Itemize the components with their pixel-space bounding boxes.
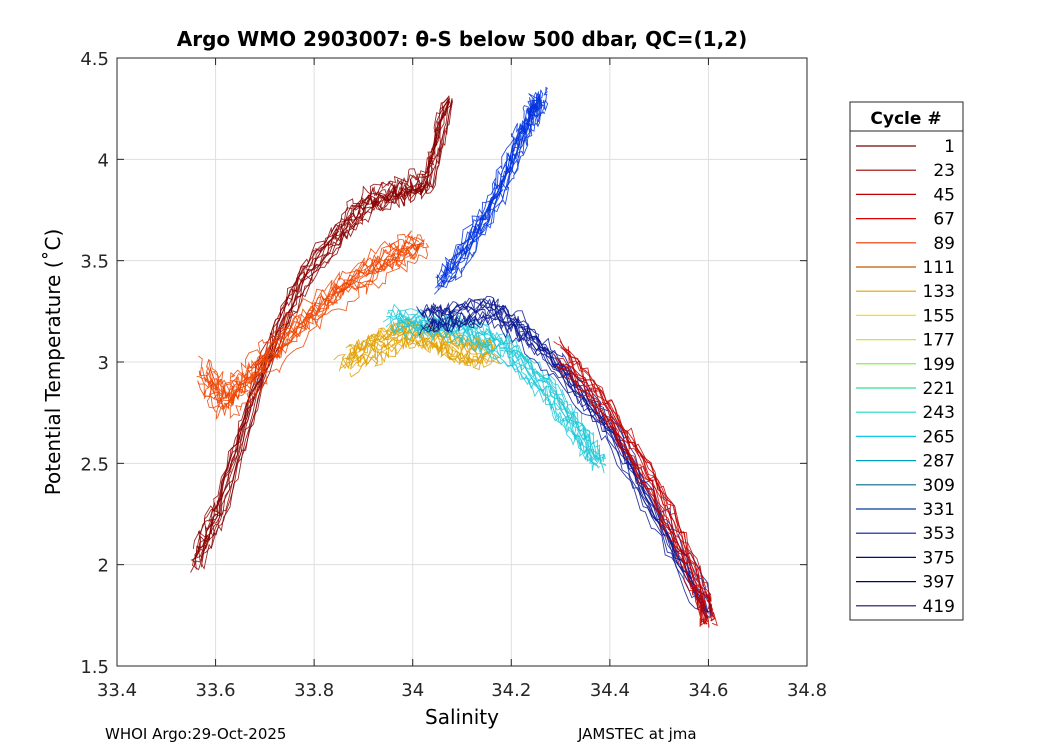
series-line <box>440 92 541 288</box>
legend-entry-label: 265 <box>923 427 955 447</box>
series-group <box>196 230 430 421</box>
x-tick-label: 33.8 <box>294 680 334 701</box>
series-line <box>421 295 709 613</box>
legend-entry-label: 243 <box>923 403 955 423</box>
series-line <box>201 101 453 570</box>
legend-entry-label: 89 <box>933 234 955 254</box>
series-line <box>198 230 420 394</box>
series-line <box>197 247 420 421</box>
legend: Cycle # 1 23 45 67 89 111 133 155 177 199 221 243 26… <box>849 101 964 621</box>
legend-entry-label: 23 <box>933 161 955 181</box>
series-line <box>204 245 423 416</box>
series-group <box>553 336 718 628</box>
legend-entry-label: 221 <box>923 379 955 399</box>
x-tick-label: 34.8 <box>787 680 827 701</box>
series-line <box>435 93 538 279</box>
legend-title: Cycle # <box>870 109 941 129</box>
legend-entry-label: 309 <box>923 476 955 496</box>
series-line <box>440 100 541 288</box>
series-line <box>562 363 710 628</box>
series-group <box>190 95 453 573</box>
series-line <box>553 341 706 618</box>
y-tick-label: 4.5 <box>80 49 109 70</box>
series-line <box>193 98 451 566</box>
chart-title: Argo WMO 2903007: θ-S below 500 dbar, QC… <box>177 27 747 51</box>
series-line <box>421 298 709 614</box>
legend-entry-label: 199 <box>923 355 955 375</box>
series-line <box>447 99 549 283</box>
series-line <box>567 346 714 621</box>
series-group <box>433 86 549 295</box>
profile-traces <box>190 86 718 628</box>
series-line <box>558 360 708 625</box>
y-tick-label: 1.5 <box>80 657 109 678</box>
series-line <box>190 100 450 573</box>
series-line <box>416 297 707 614</box>
legend-entry-label: 133 <box>923 282 955 302</box>
x-tick-label: 34 <box>401 680 424 701</box>
x-tick-label: 34.4 <box>590 680 630 701</box>
series-line <box>194 96 450 560</box>
axis-ticks: 33.4 33.6 33.8 34 34.2 34.4 34.6 34.8 1.5 2 2.5 3 3.… <box>80 49 827 701</box>
series-line <box>205 241 423 403</box>
series-line <box>385 317 598 465</box>
legend-entry-label: 287 <box>923 452 955 472</box>
legend-entry-label: 353 <box>923 524 955 544</box>
y-axis-label: Potential Temperature (˚C) <box>41 229 65 496</box>
series-line <box>553 354 707 627</box>
y-tick-label: 2.5 <box>80 454 109 475</box>
x-tick-label: 34.6 <box>688 680 728 701</box>
legend-entry-label: 375 <box>923 548 955 568</box>
legend-entry-label: 331 <box>923 500 955 520</box>
x-tick-label: 33.4 <box>97 680 137 701</box>
legend-entry-label: 111 <box>923 258 955 278</box>
legend-entry-label: 419 <box>923 597 955 617</box>
legend-entries: 1 23 45 67 89 111 133 155 177 199 221 243 265 287 309 3… <box>856 137 955 617</box>
x-tick-label: 33.6 <box>196 680 236 701</box>
series-line <box>396 321 605 474</box>
legend-entry-label: 397 <box>923 573 955 593</box>
series-line <box>192 101 451 571</box>
legend-entry-label: 177 <box>923 331 955 351</box>
series-line <box>382 315 597 465</box>
footer-source-date: WHOI Argo:29-Oct-2025 <box>105 725 287 743</box>
legend-entry-label: 67 <box>933 210 955 230</box>
series-line <box>424 309 710 619</box>
y-tick-label: 4 <box>98 150 109 171</box>
series-line <box>436 98 539 291</box>
series-group <box>416 295 713 619</box>
y-tick-label: 3.5 <box>80 252 109 273</box>
series-line <box>201 244 422 403</box>
series-line <box>386 303 599 461</box>
x-tick-label: 34.2 <box>491 680 531 701</box>
series-line <box>428 298 713 613</box>
y-tick-label: 3 <box>98 353 109 374</box>
series-line <box>429 313 712 617</box>
legend-entry-label: 1 <box>944 137 955 157</box>
series-line <box>349 339 500 378</box>
x-axis-label: Salinity <box>425 705 499 729</box>
series-line <box>420 310 709 617</box>
legend-entry-label: 45 <box>933 185 955 205</box>
footer-attribution: JAMSTEC at jma <box>578 725 697 743</box>
y-tick-label: 2 <box>98 556 109 577</box>
plot-area: 33.4 33.6 33.8 34 34.2 34.4 34.6 34.8 1.5 2 2.5 3 3.… <box>80 49 827 701</box>
series-line <box>212 247 429 420</box>
legend-entry-label: 155 <box>923 306 955 326</box>
